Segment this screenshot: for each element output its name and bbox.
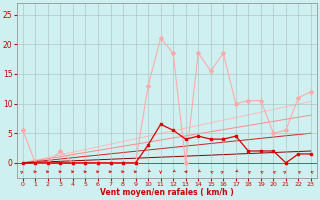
X-axis label: Vent moyen/en rafales ( km/h ): Vent moyen/en rafales ( km/h ) [100, 188, 234, 197]
